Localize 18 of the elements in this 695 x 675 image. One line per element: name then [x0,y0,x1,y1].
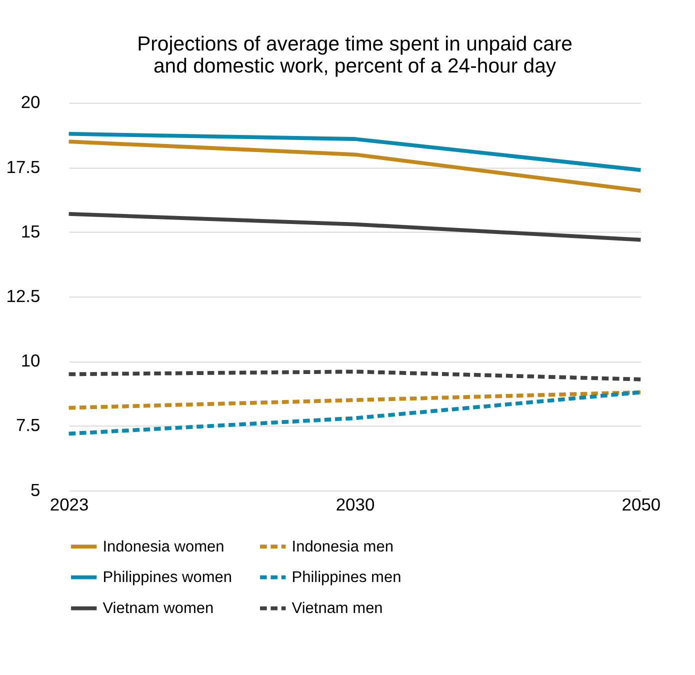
y-tick-label: 5 [30,480,40,500]
y-tick-label: 7.5 [16,415,40,436]
y-tick-label: 17.5 [6,156,40,177]
y-tick-label: 15 [20,221,40,242]
x-tick-label: 2023 [50,494,89,514]
y-tick-label: 12.5 [6,286,40,306]
x-tick-label: 2030 [336,494,375,514]
y-tick-label: 10 [20,350,41,371]
text: and domestic work, percent of a 24-hour day [153,56,556,78]
legend-label: Indonesia women [102,538,224,556]
text: Projections of average time spent in unpaid care [137,33,572,56]
y-tick-label: 20 [20,92,41,112]
legend-label: Vietnam men [292,600,383,618]
x-tick-label: 2050 [622,494,661,514]
legend-label: Vietnam women [102,600,214,618]
legend-label: Philippines women [102,569,232,586]
legend-label: Indonesia men [292,538,394,556]
legend-label: Philippines men [292,569,402,586]
